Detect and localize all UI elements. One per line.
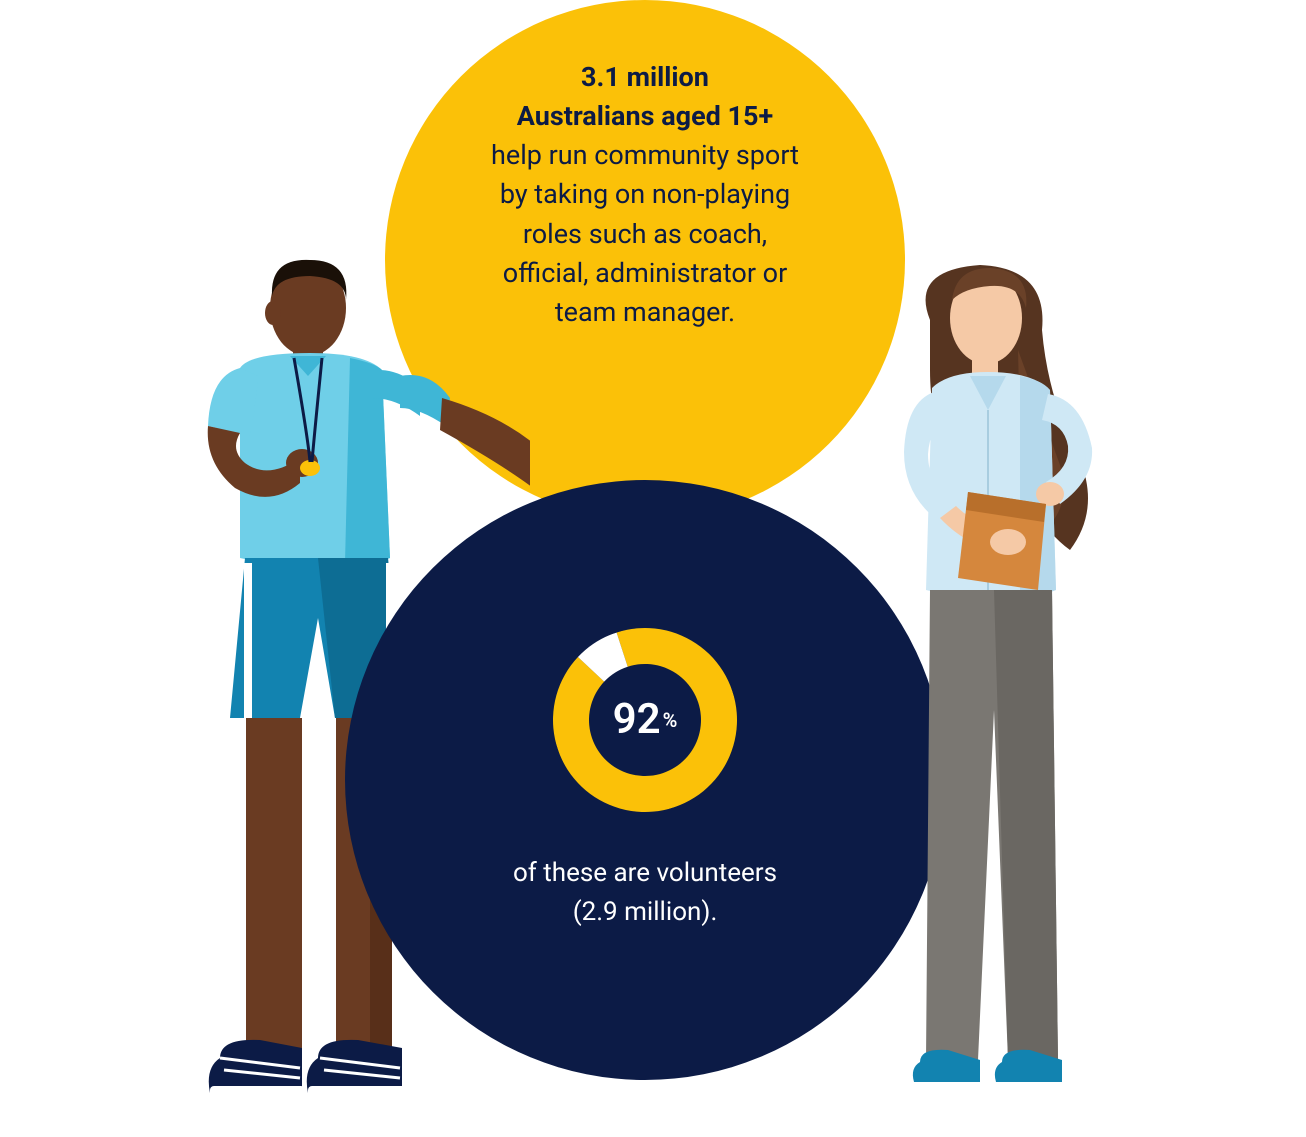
- stat-line-7: team manager.: [491, 293, 799, 332]
- coach-arm-over: [150, 258, 530, 1128]
- stat-line-3: help run community sport: [491, 136, 799, 175]
- donut-percent-sign: %: [663, 708, 678, 732]
- stat-line-1: 3.1 million: [491, 58, 799, 97]
- admin-figure: [870, 260, 1150, 1130]
- stat-text-bottom: of these are volunteers (2.9 million).: [513, 854, 777, 932]
- sub-line-2: (2.9 million).: [513, 893, 777, 932]
- infographic-stage: 3.1 million Australians aged 15+ help ru…: [0, 0, 1306, 1137]
- stat-line-4: by taking on non-playing: [491, 175, 799, 214]
- stat-text-top: 3.1 million Australians aged 15+ help ru…: [491, 58, 799, 332]
- donut-center-label: 92%: [553, 628, 737, 812]
- stat-line-5: roles such as coach,: [491, 215, 799, 254]
- donut-number: 92: [613, 695, 661, 744]
- sub-line-1: of these are volunteers: [513, 854, 777, 893]
- donut-chart: 92%: [553, 628, 737, 812]
- stat-line-6: official, administrator or: [491, 254, 799, 293]
- stat-line-2: Australians aged 15+: [491, 97, 799, 136]
